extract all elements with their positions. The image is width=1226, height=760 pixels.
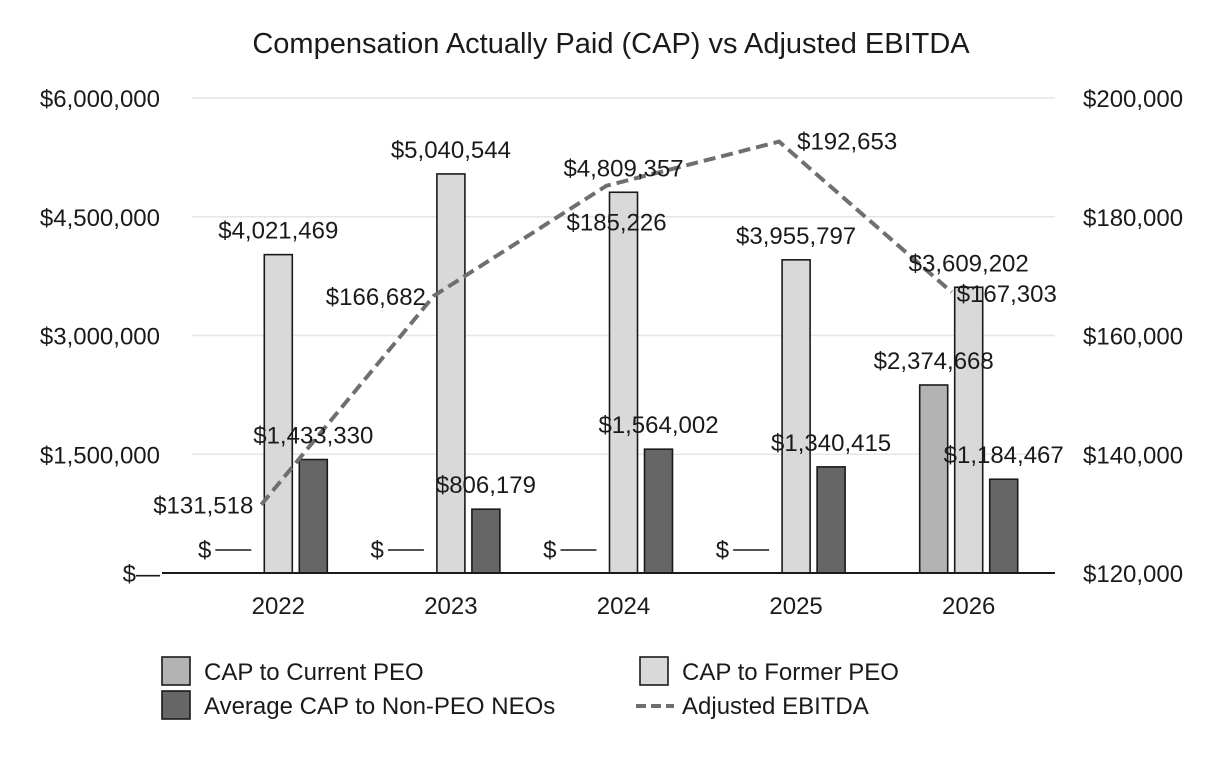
- legend-swatch: [639, 656, 669, 686]
- x-tick-label: 2023: [424, 593, 477, 620]
- ebitda-data-labels: $131,518 $166,682 $185,226 $192,653 $167,303: [153, 129, 1057, 520]
- bar-label: $4,809,357: [563, 155, 683, 182]
- bar: [471, 508, 501, 574]
- bar: [953, 286, 984, 574]
- bar-label: $1,564,002: [598, 412, 718, 439]
- legend-item: Average CAP to Non-PEO NEOs: [161, 690, 555, 720]
- left-tick-label: $4,500,000: [40, 205, 160, 232]
- legend-item: CAP to Current PEO: [161, 656, 424, 686]
- left-tick-label: $3,000,000: [40, 324, 160, 351]
- bar-label: $1,340,415: [771, 430, 891, 457]
- x-tick-label: 2022: [252, 593, 305, 620]
- bar: [988, 478, 1019, 574]
- bar: [608, 191, 639, 574]
- bar: [263, 253, 294, 574]
- bar-label: $2,374,668: [874, 348, 994, 375]
- bar-label: $5,040,544: [391, 137, 511, 164]
- zero-marker-label: $: [716, 537, 729, 564]
- right-tick-label: $140,000: [1083, 442, 1183, 469]
- right-tick-label: $160,000: [1083, 324, 1183, 351]
- x-axis-tick-labels: 2022 2023 2024 2025 2026: [252, 593, 996, 620]
- bar-label: $3,955,797: [736, 223, 856, 250]
- bar: [816, 466, 846, 574]
- ebitda-label: $131,518: [153, 493, 253, 520]
- x-tick-label: 2024: [597, 593, 650, 620]
- ebitda-label: $167,303: [957, 281, 1057, 308]
- left-axis-tick-labels: $— $1,500,000 $3,000,000 $4,500,000 $6,000,0…: [40, 86, 160, 588]
- legend-label: CAP to Current PEO: [204, 659, 424, 686]
- legend-swatch: [161, 690, 191, 720]
- left-tick-label: $1,500,000: [40, 442, 160, 469]
- zero-value-markers: $ $ $ $: [198, 537, 770, 564]
- legend-item: Adjusted EBITDA: [636, 693, 869, 720]
- legend: CAP to Current PEO CAP to Former PEO Avera…: [161, 656, 899, 720]
- legend-label: Average CAP to Non-PEO NEOs: [204, 693, 555, 720]
- zero-marker-label: $: [543, 537, 556, 564]
- right-tick-label: $200,000: [1083, 86, 1183, 113]
- ebitda-line: [259, 139, 954, 506]
- ebitda-label: $192,653: [797, 129, 897, 156]
- bar: [781, 259, 811, 574]
- bar-label: $1,433,330: [253, 423, 373, 450]
- bar: [918, 384, 949, 574]
- bar: [643, 448, 674, 574]
- x-tick-label: 2026: [942, 593, 995, 620]
- bar-label: $4,021,469: [218, 218, 338, 245]
- x-tick-label: 2025: [769, 593, 822, 620]
- left-tick-label: $—: [123, 561, 160, 588]
- right-tick-label: $120,000: [1083, 561, 1183, 588]
- zero-marker-label: $: [371, 537, 384, 564]
- bar: [436, 173, 466, 574]
- ebitda-label: $185,226: [567, 210, 667, 237]
- legend-swatch: [161, 656, 191, 686]
- bar-label: $3,609,202: [909, 250, 1029, 277]
- legend-label: Adjusted EBITDA: [682, 693, 869, 720]
- bar-label: $806,179: [436, 472, 536, 499]
- left-tick-label: $6,000,000: [40, 86, 160, 113]
- chart-title: Compensation Actually Paid (CAP) vs Adju…: [252, 28, 970, 60]
- bar: [298, 458, 329, 574]
- right-axis-tick-labels: $120,000 $140,000 $160,000 $180,000 $200,000: [1083, 86, 1183, 588]
- ebitda-label: $166,682: [326, 284, 426, 311]
- legend-item: CAP to Former PEO: [639, 656, 899, 686]
- bar-data-labels: $2,374,668 $4,021,469 $5,040,544 $4,809,357…: [218, 137, 1064, 499]
- legend-label: CAP to Former PEO: [682, 659, 899, 686]
- ebitda-line-path: [259, 139, 954, 506]
- zero-marker-label: $: [198, 537, 211, 564]
- bar-label: $1,184,467: [944, 442, 1064, 469]
- right-tick-label: $180,000: [1083, 205, 1183, 232]
